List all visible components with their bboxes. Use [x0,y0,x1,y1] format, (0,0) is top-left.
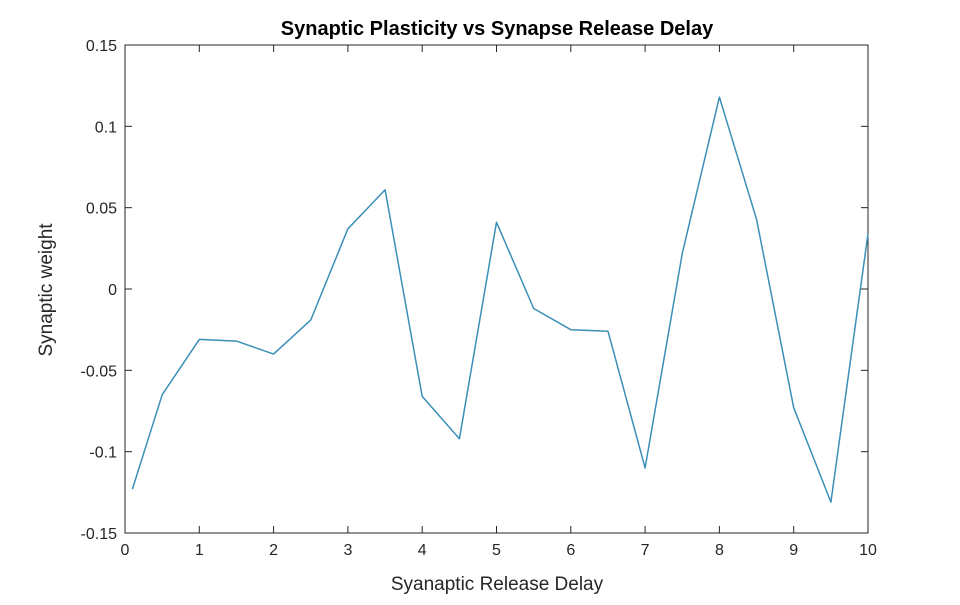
x-tick-label: 9 [789,542,798,559]
x-tick-label: 1 [195,542,204,559]
x-tick-label: 0 [121,542,130,559]
y-tick-label: 0.05 [86,201,117,218]
x-tick-label: 6 [566,542,575,559]
plot-frame [124,44,869,534]
y-tick-label: -0.05 [81,363,118,380]
y-tick-label: -0.1 [89,445,117,462]
y-tick-label: -0.15 [81,526,118,543]
x-tick-label: 10 [859,542,877,559]
x-tick-label: 3 [343,542,352,559]
chart-title: Synaptic Plasticity vs Synapse Release D… [281,18,714,40]
x-tick-label: 5 [492,542,501,559]
x-tick-label: 8 [715,542,724,559]
series-line [131,96,869,503]
y-axis-label: Synaptic weight [36,223,57,357]
x-axis-label: Syanaptic Release Delay [391,574,604,595]
y-tick-label: 0.1 [95,119,117,136]
y-tick-label: 0 [108,282,117,299]
x-tick-label: 4 [418,542,427,559]
x-tick-label: 2 [269,542,278,559]
y-tick-label: 0.15 [86,38,117,55]
plot-area: 0 1 2 3 4 5 6 7 8 9 10 0.15 0.1 0.05 0 -0.05 -0.1 -0.15 [81,38,877,559]
x-tick-label: 7 [641,542,650,559]
